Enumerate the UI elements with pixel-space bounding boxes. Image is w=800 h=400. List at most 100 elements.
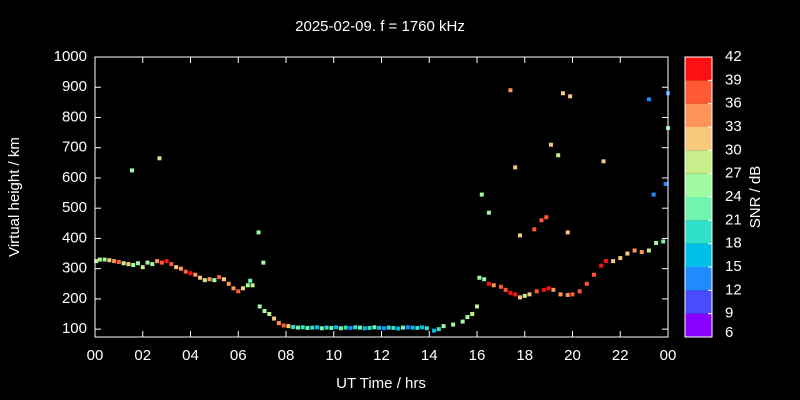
data-point — [565, 230, 570, 235]
data-point — [276, 321, 281, 326]
data-point — [131, 263, 136, 268]
colorbar-swatch — [685, 267, 712, 291]
data-point — [97, 257, 102, 262]
data-point — [441, 324, 446, 329]
data-point — [174, 265, 179, 270]
data-point — [286, 324, 291, 329]
colorbar-tick-label: 24 — [725, 188, 742, 205]
data-point — [140, 265, 145, 270]
data-point — [591, 272, 596, 277]
data-point — [508, 88, 513, 93]
data-point — [183, 269, 188, 274]
x-tick-label: 00 — [660, 347, 677, 364]
colorbar-tick-label: 42 — [725, 48, 742, 65]
colorbar-tick-label: 18 — [725, 235, 742, 252]
data-point — [517, 233, 522, 238]
data-point — [513, 165, 518, 170]
data-point — [405, 325, 410, 330]
y-tick-label: 300 — [62, 260, 87, 277]
colorbar-swatch — [685, 220, 712, 244]
chart-title: 2025-02-09. f = 1760 kHz — [295, 18, 465, 35]
data-point — [157, 156, 162, 161]
data-point — [532, 227, 537, 232]
data-point — [188, 271, 193, 276]
colorbar-swatch — [685, 243, 712, 267]
x-tick-label: 12 — [373, 347, 390, 364]
data-point — [130, 168, 135, 173]
data-point — [546, 286, 551, 291]
x-tick-label: 16 — [469, 347, 486, 364]
x-tick-label: 06 — [230, 347, 247, 364]
data-point — [329, 325, 334, 330]
y-axis-label: Virtual height / km — [6, 137, 23, 257]
data-point — [522, 293, 527, 298]
data-point — [245, 283, 250, 288]
y-tick-label: 1000 — [54, 48, 87, 65]
data-point — [126, 262, 131, 267]
data-point — [261, 260, 266, 265]
data-point — [324, 325, 329, 330]
data-point — [654, 240, 659, 245]
data-point — [348, 325, 353, 330]
x-tick-label: 10 — [325, 347, 342, 364]
data-point — [424, 326, 429, 331]
data-point — [135, 261, 140, 266]
data-point — [372, 325, 377, 330]
data-point — [570, 292, 575, 297]
data-point — [319, 326, 324, 331]
data-point — [611, 259, 616, 264]
colorbar-tick-label: 21 — [725, 211, 742, 228]
data-point — [212, 278, 217, 283]
data-point — [362, 326, 367, 331]
colorbar-tick-label: 6 — [725, 324, 733, 341]
data-point — [291, 325, 296, 330]
data-point — [415, 325, 420, 330]
data-point — [503, 287, 508, 292]
colorbar-tick-label: 12 — [725, 281, 742, 298]
x-tick-label: 20 — [564, 347, 581, 364]
y-tick-label: 800 — [62, 108, 87, 125]
data-point — [396, 326, 401, 331]
data-point — [150, 262, 155, 267]
data-point — [94, 259, 99, 264]
data-point — [486, 210, 491, 215]
data-point — [262, 308, 267, 313]
data-point — [549, 142, 554, 147]
data-point — [169, 262, 174, 267]
data-point — [334, 325, 339, 330]
data-point — [603, 259, 608, 264]
data-point — [646, 97, 651, 102]
data-point — [248, 278, 253, 283]
x-tick-label: 04 — [182, 347, 199, 364]
data-point — [663, 181, 668, 186]
data-point — [558, 292, 563, 297]
x-tick-label: 22 — [612, 347, 629, 364]
x-tick-label: 08 — [278, 347, 295, 364]
data-point — [343, 325, 348, 330]
x-tick-label: 00 — [87, 347, 104, 364]
colorbar-swatch — [685, 127, 712, 151]
data-point — [391, 325, 396, 330]
colorbar-tick-label: 9 — [725, 305, 733, 322]
data-point — [651, 192, 656, 197]
data-point — [601, 159, 606, 164]
data-point — [517, 295, 522, 300]
data-point — [217, 275, 222, 280]
data-point — [451, 322, 456, 327]
data-point — [164, 259, 169, 264]
data-point — [541, 287, 546, 292]
x-axis-label: UT Time / hrs — [336, 375, 426, 392]
data-point — [112, 259, 117, 264]
data-point — [305, 325, 310, 330]
data-point — [381, 326, 386, 331]
data-point — [486, 281, 491, 286]
data-point — [193, 272, 198, 277]
colorbar-tick-label: 27 — [725, 165, 742, 182]
data-point — [338, 326, 343, 331]
colorbar-frame — [684, 56, 713, 338]
colorbar-tick-label: 39 — [725, 71, 742, 88]
colorbar: 6 9 12 15 18 21 24 27 30 33 36 39 42 — [685, 48, 742, 341]
data-point — [460, 319, 465, 324]
